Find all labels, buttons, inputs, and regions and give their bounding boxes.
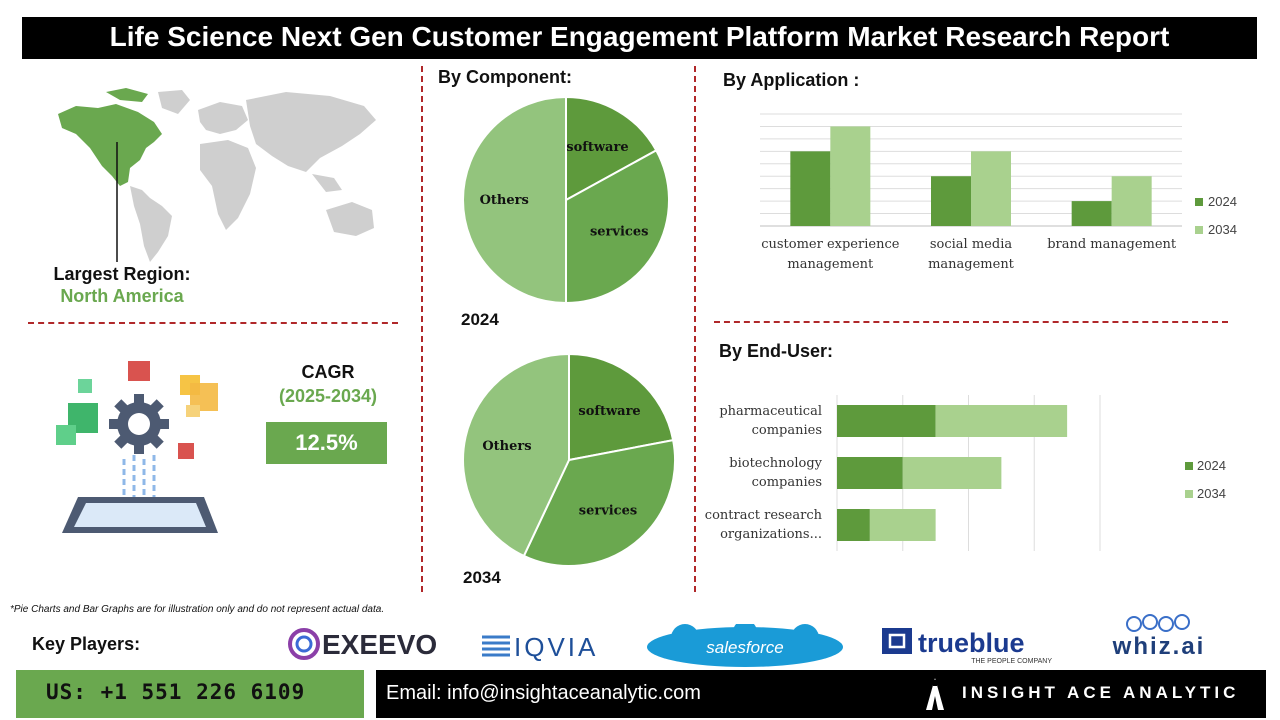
enduser-category-label: organizations... — [720, 527, 822, 542]
application-bar-2034-1 — [971, 151, 1011, 226]
application-bar-2024-0 — [790, 151, 831, 226]
region-value: North America — [60, 286, 184, 306]
email-bar: Email: info@insightaceanalytic.com INSIG… — [376, 670, 1266, 718]
pie-2034-label-others: Others — [482, 439, 531, 454]
logo-trueblue-text: trueblue — [918, 628, 1025, 658]
phone-bar: US: +1 551 226 6109 — [16, 670, 364, 718]
application-legend-2024: 2024 — [1208, 194, 1237, 209]
pie-2024-label-services: services — [590, 224, 648, 239]
page-title: Life Science Next Gen Customer Engagemen… — [109, 21, 1170, 52]
enduser-legend-2024: 2024 — [1197, 458, 1226, 473]
logo-whiz: whiz.ai — [1112, 614, 1206, 660]
divider-right — [694, 66, 696, 592]
logo-iqvia-text: IQVIA — [514, 632, 598, 662]
phone-number[interactable]: US: +1 551 226 6109 — [46, 680, 306, 704]
enduser-category-label: contract research — [705, 508, 823, 523]
divider-region — [28, 322, 398, 324]
logo-exeevo-text: EXEEVO — [322, 629, 437, 660]
enduser-category-label: companies — [752, 475, 822, 490]
logo-trueblue: trueblue THE PEOPLE COMPANY — [882, 628, 1052, 665]
enduser-title: By End-User: — [719, 341, 834, 361]
application-legend-swatch-2034 — [1195, 226, 1203, 234]
enduser-bar-chart: pharmaceutical companies biotechnology comp… — [705, 395, 1226, 551]
pie-2024-slice-software — [565, 95, 658, 202]
pie-2024-slice-others — [462, 95, 567, 305]
pie-2034-slice-software — [568, 352, 675, 462]
pie-2034-year: 2034 — [463, 568, 501, 587]
email-address[interactable]: Email: info@insightaceanalytic.com — [386, 682, 701, 704]
footnote: *Pie Charts and Bar Graphs are for illus… — [10, 604, 385, 615]
application-category-label: management — [787, 257, 874, 272]
application-bar-2034-0 — [830, 126, 871, 226]
brand-logo-icon — [926, 678, 944, 710]
pie-chart-2034: software services Others — [462, 352, 676, 567]
application-bar-2024-2 — [1071, 201, 1112, 226]
application-category-label: management — [928, 257, 1015, 272]
pie-2024-slice-services — [565, 149, 670, 305]
brand-name: INSIGHT ACE ANALYTIC — [962, 683, 1240, 702]
component-title: By Component: — [438, 67, 572, 87]
gear-icon — [109, 394, 169, 454]
tablet-icon — [62, 497, 218, 533]
application-category-label: brand management — [1047, 237, 1177, 252]
key-players-label: Key Players: — [32, 634, 141, 654]
title-bar: Life Science Next Gen Customer Engagemen… — [22, 17, 1257, 59]
pie-2034-slice-services — [522, 438, 676, 567]
logo-whiz-text: whiz.ai — [1112, 633, 1206, 660]
pie-2024-year: 2024 — [461, 310, 499, 329]
application-category-label: social media — [930, 237, 1012, 252]
tech-illustration — [56, 361, 218, 533]
divider-application — [714, 321, 1228, 323]
pie-2024-label-others: Others — [480, 193, 529, 208]
logo-exeevo: EXEEVO — [288, 628, 437, 660]
enduser-legend-swatch-2024 — [1185, 462, 1193, 470]
enduser-category-label: companies — [752, 423, 822, 438]
enduser-legend-2034: 2034 — [1197, 486, 1226, 501]
enduser-bar-2024-2 — [837, 509, 870, 541]
world-map-icon — [58, 88, 376, 262]
pie-2034-label-services: services — [579, 503, 637, 518]
cagr-label: CAGR — [301, 362, 355, 382]
enduser-bar-2024-1 — [837, 457, 903, 489]
application-legend-swatch-2024 — [1195, 198, 1203, 206]
logo-salesforce-text: salesforce — [706, 638, 783, 657]
enduser-bar-2034-0 — [935, 405, 1068, 437]
logo-iqvia: IQVIA — [482, 632, 598, 662]
divider-left — [421, 66, 423, 592]
application-legend-2034: 2034 — [1208, 222, 1237, 237]
application-bar-chart: customer experience management social medi… — [760, 113, 1237, 272]
application-category-label: customer experience — [761, 237, 900, 252]
application-bar-2034-2 — [1111, 176, 1152, 226]
enduser-bar-2024-0 — [837, 405, 936, 437]
logo-trueblue-tagline: THE PEOPLE COMPANY — [971, 658, 1052, 665]
region-label: Largest Region: — [53, 264, 191, 284]
logo-salesforce: salesforce — [647, 624, 843, 667]
pie-chart-2024: software services Others — [462, 95, 670, 305]
application-title: By Application : — [723, 70, 860, 90]
pie-2034-label-software: software — [578, 404, 640, 419]
enduser-legend-swatch-2034 — [1185, 490, 1193, 498]
enduser-category-label: biotechnology — [729, 456, 822, 471]
cagr-period: (2025-2034) — [278, 386, 378, 406]
cagr-value: 12.5% — [266, 422, 387, 464]
pie-2024-label-software: software — [566, 140, 628, 155]
enduser-bar-2034-2 — [869, 509, 936, 541]
pie-2034-slice-others — [462, 352, 570, 558]
enduser-bar-2034-1 — [902, 457, 1002, 489]
application-bar-2024-1 — [931, 176, 971, 226]
enduser-category-label: pharmaceutical — [719, 404, 822, 419]
